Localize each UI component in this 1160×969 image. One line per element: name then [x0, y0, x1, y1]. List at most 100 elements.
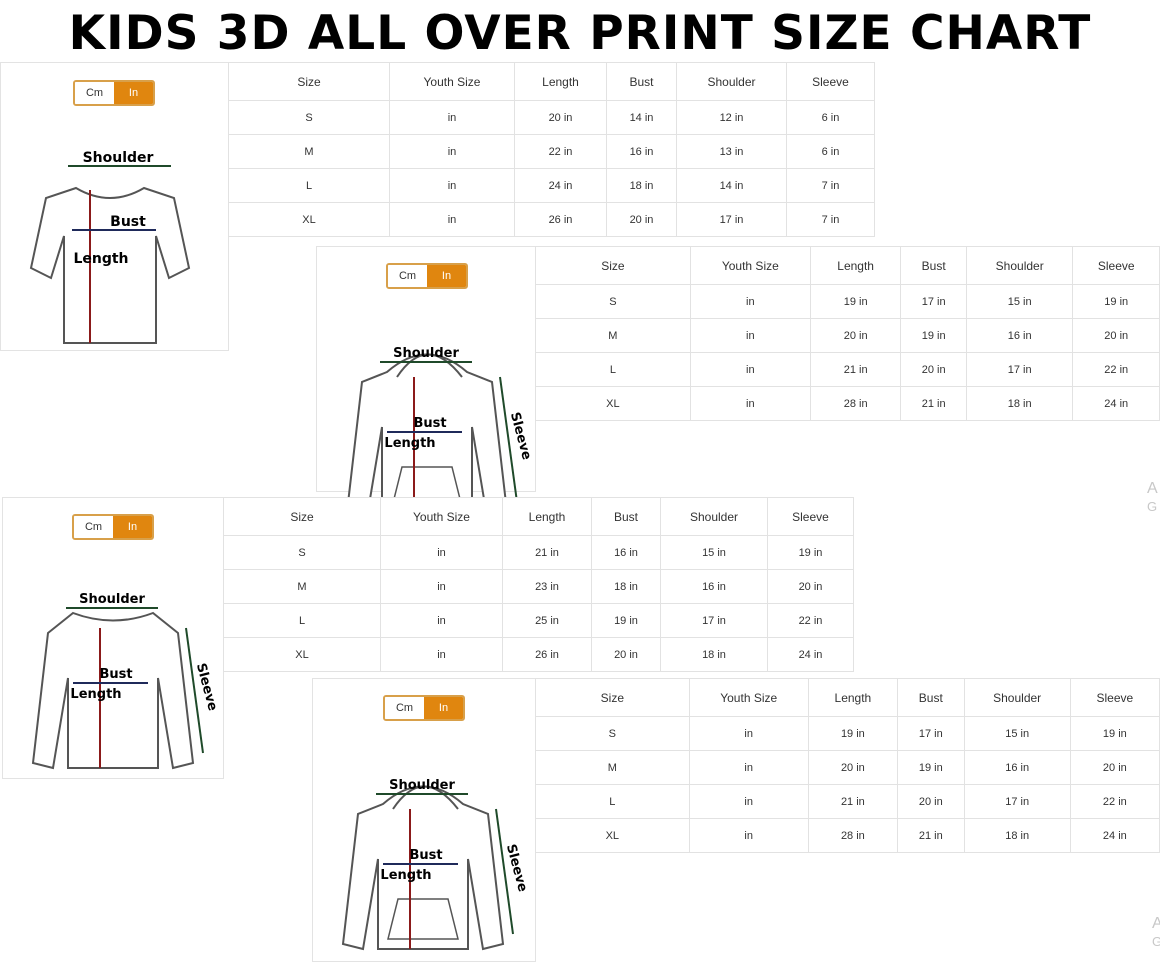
unit-toggle[interactable]: Cm In — [386, 263, 468, 289]
table-cell: XL — [228, 202, 390, 237]
table-row: XL in 26 in 20 in 17 in 7 in — [228, 202, 875, 237]
table-cell: XL — [223, 637, 381, 672]
table-row: XL in 28 in 21 in 18 in 24 in — [535, 386, 1160, 421]
table-cell: 17 in — [676, 202, 787, 237]
watermark-letter: G — [1147, 499, 1158, 514]
column-header: Sleeve — [786, 62, 875, 101]
table-cell: M — [535, 318, 691, 353]
column-header: Youth Size — [689, 246, 811, 285]
table-cell: 22 in — [514, 134, 607, 169]
column-header: Youth Size — [380, 497, 503, 536]
unit-in-option[interactable]: In — [113, 516, 152, 538]
table-header-row: Size Youth Size Length Bust Shoulder Sleeve — [535, 678, 1160, 717]
table-header-row: Size Youth Size Length Bust Shoulder Sleeve — [228, 62, 875, 101]
column-header: Size — [228, 62, 390, 101]
table-cell: in — [389, 168, 515, 203]
table-cell: 18 in — [591, 569, 661, 604]
column-header: Size — [223, 497, 381, 536]
unit-toggle[interactable]: Cm In — [383, 695, 465, 721]
table-cell: in — [389, 202, 515, 237]
unit-cm-option[interactable]: Cm — [385, 697, 424, 719]
unit-cm-option[interactable]: Cm — [74, 516, 113, 538]
column-header: Sleeve — [1069, 678, 1160, 717]
svg-text:Bust: Bust — [413, 416, 446, 431]
table-cell: 19 in — [897, 750, 965, 785]
unit-toggle[interactable]: Cm In — [72, 514, 154, 540]
watermark-letter: A — [1152, 915, 1160, 932]
table-cell: in — [380, 569, 503, 604]
table-cell: 6 in — [786, 100, 875, 135]
table-cell: in — [688, 818, 809, 853]
svg-text:Length: Length — [73, 251, 128, 267]
table-cell: 21 in — [900, 386, 967, 421]
column-header: Sleeve — [767, 497, 854, 536]
table-cell: in — [688, 784, 809, 819]
table-cell: 12 in — [676, 100, 787, 135]
table-cell: 7 in — [786, 168, 875, 203]
unit-in-option[interactable]: In — [427, 265, 466, 287]
table-cell: 17 in — [900, 284, 967, 319]
table-cell: 19 in — [900, 318, 967, 353]
table-cell: 16 in — [965, 318, 1074, 353]
table-cell: 7 in — [786, 202, 875, 237]
table-cell: in — [689, 284, 811, 319]
table-cell: in — [688, 750, 809, 785]
unit-in-option[interactable]: In — [424, 697, 463, 719]
unit-cm-option[interactable]: Cm — [388, 265, 427, 287]
table-cell: 21 in — [502, 535, 592, 570]
table-cell: 19 in — [1069, 716, 1160, 751]
table-cell: 23 in — [502, 569, 592, 604]
table-cell: 25 in — [502, 603, 592, 638]
table-cell: 24 in — [1069, 818, 1160, 853]
table-cell: 22 in — [1072, 352, 1160, 387]
table-cell: 28 in — [807, 818, 899, 853]
table-cell: 19 in — [809, 284, 902, 319]
column-header: Bust — [897, 678, 965, 717]
column-header: Shoulder — [676, 62, 787, 101]
table-cell: 20 in — [900, 352, 967, 387]
table-cell: 17 in — [660, 603, 768, 638]
unit-cm-option[interactable]: Cm — [75, 82, 114, 104]
column-header: Length — [502, 497, 592, 536]
table-cell: XL — [535, 818, 690, 853]
table-cell: 17 in — [963, 784, 1071, 819]
table-cell: M — [223, 569, 381, 604]
table-cell: 20 in — [807, 750, 899, 785]
table-cell: 22 in — [767, 603, 854, 638]
garment-image-t-shirt: Shoulder Length Bust — [0, 62, 229, 351]
column-header: Sleeve — [1072, 246, 1160, 285]
table-cell: M — [228, 134, 390, 169]
table-cell: in — [689, 352, 811, 387]
table-cell: 20 in — [591, 637, 661, 672]
column-header: Bust — [900, 246, 967, 285]
garment-image-pullover-hoodie: Shoulder Length Bust Sleeve — [312, 678, 536, 962]
table-cell: L — [535, 784, 690, 819]
unit-toggle[interactable]: Cm In — [73, 80, 155, 106]
table-cell: 21 in — [897, 818, 965, 853]
table-cell: 21 in — [807, 784, 899, 819]
table-cell: S — [228, 100, 390, 135]
t-shirt-diagram: Shoulder Length Bust — [29, 150, 191, 344]
table-cell: 20 in — [767, 569, 854, 604]
table-cell: 24 in — [767, 637, 854, 672]
column-header: Length — [807, 678, 899, 717]
table-cell: S — [223, 535, 381, 570]
column-header: Shoulder — [963, 678, 1071, 717]
table-cell: 15 in — [965, 284, 1074, 319]
table-cell: L — [228, 168, 390, 203]
table-cell: L — [223, 603, 381, 638]
svg-text:Shoulder: Shoulder — [83, 150, 154, 166]
table-cell: 21 in — [809, 352, 902, 387]
table-cell: 18 in — [606, 168, 677, 203]
unit-in-option[interactable]: In — [114, 82, 153, 104]
